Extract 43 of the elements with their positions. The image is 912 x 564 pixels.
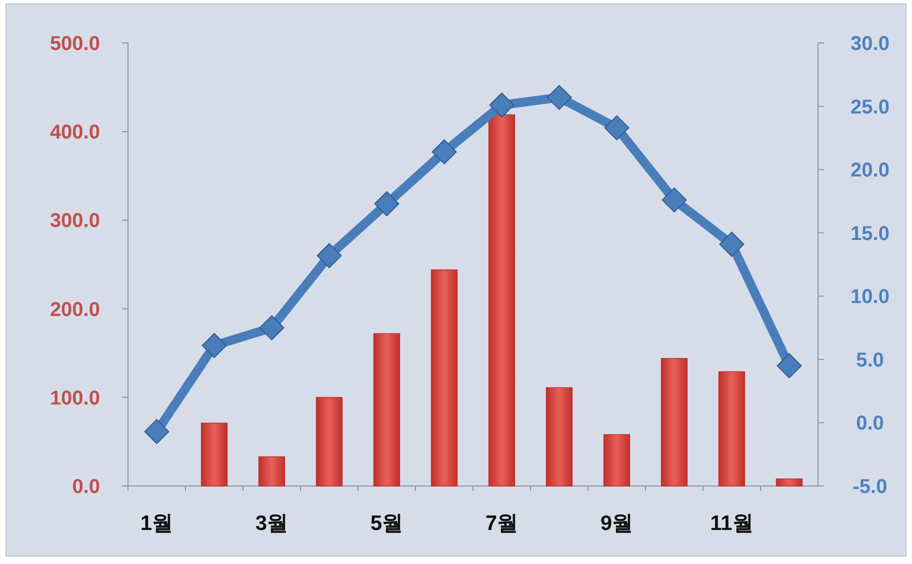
bar [546,387,573,486]
y2-tick-label: 15.0 [850,222,890,245]
point [719,232,744,257]
y-tick-label: 200.0 [50,298,100,321]
bar [488,114,516,486]
bar [660,358,688,486]
x-tick-label: 9월 [600,512,634,535]
bar [316,397,343,486]
y2-tick-label: 25.0 [850,96,890,118]
x-tick-label: 5월 [370,512,404,535]
bar [430,269,458,486]
y-tick-label: 0.0 [72,476,100,498]
x-tick-label: 7월 [485,512,518,535]
bar [200,422,228,486]
point [662,187,687,212]
bar [258,456,286,486]
y2-tick-label: 10.0 [850,286,890,308]
x-tick-label: 1월 [140,512,174,535]
point [776,353,802,378]
x-tick-label: 3월 [255,512,288,535]
bar [603,434,630,486]
point [316,243,342,268]
point [374,191,400,216]
point [202,333,227,358]
y-tick-label: 100.0 [50,387,100,410]
y2-tick-label: -5.0 [852,476,888,498]
bar [718,371,746,486]
point [546,84,572,110]
point [432,139,457,164]
y2-tick-label: 0.0 [856,412,884,435]
bar [373,333,400,486]
y2-tick-label: 5.0 [856,349,884,372]
y-tick-label: 500.0 [50,33,100,55]
y-tick-label: 400.0 [50,122,100,144]
y2-tick-label: 30.0 [850,33,890,55]
y-tick-label: 300.0 [50,210,100,232]
point [259,315,284,340]
bar [776,478,803,486]
x-tick-label: 11월 [710,512,754,535]
point [604,115,630,140]
point [144,419,170,444]
point [489,92,514,118]
y2-tick-label: 20.0 [850,160,890,182]
